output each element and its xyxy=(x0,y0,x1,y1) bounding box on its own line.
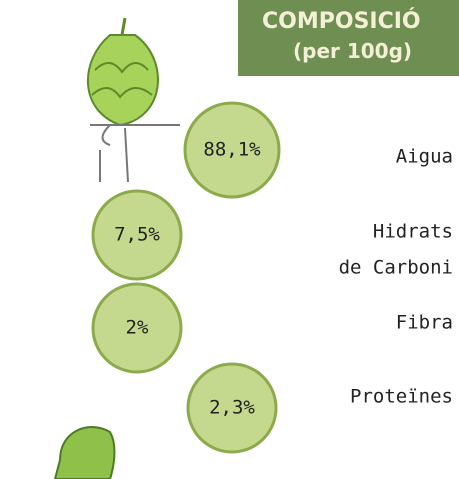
item-label: Aigua xyxy=(396,146,453,168)
item-label: Proteïnes xyxy=(350,386,453,408)
value-text: 88,1% xyxy=(203,139,261,161)
value-text: 2,3% xyxy=(209,397,255,419)
item-label: Fibra xyxy=(396,312,453,334)
item-label: Hidrats xyxy=(373,221,453,243)
header-title: COMPOSICIÓ xyxy=(262,8,421,34)
value-text: 2% xyxy=(126,317,149,339)
item-label: de Carboni xyxy=(339,257,453,279)
header-subtitle: (per 100g) xyxy=(293,39,412,63)
infographic: COMPOSICIÓ (per 100g) 88,1% Aigua 7,5% Hidr… xyxy=(0,0,459,479)
value-text: 7,5% xyxy=(114,224,160,246)
